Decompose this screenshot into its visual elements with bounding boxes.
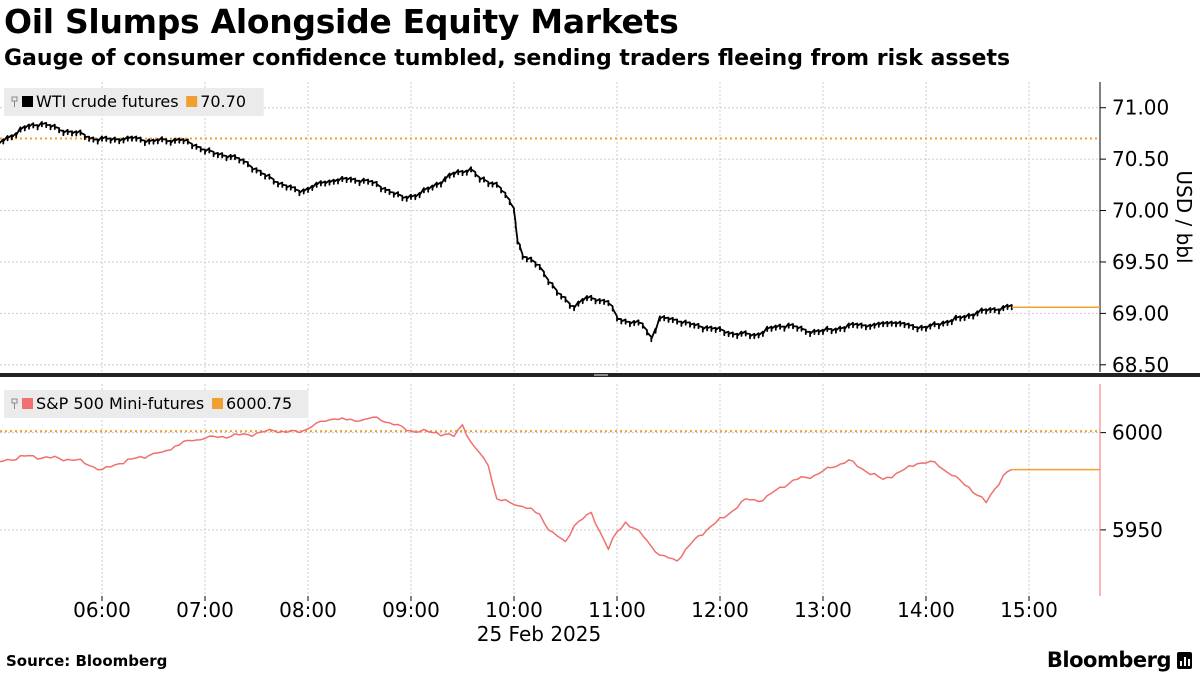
legend-last-label: 6000.75 — [226, 394, 292, 413]
legend-last-swatch — [186, 96, 198, 107]
legend-box — [4, 390, 309, 418]
y-tick-label: 5950 — [1112, 518, 1163, 542]
y-axis-title: USD / bbl — [1172, 170, 1196, 263]
legend-last-label: 70.70 — [200, 92, 246, 111]
bloomberg-chart-icon — [1177, 651, 1192, 669]
y-tick-label: 68.50 — [1112, 353, 1169, 377]
pin-icon — [11, 96, 18, 107]
panel-resize-handle — [594, 374, 608, 376]
x-tick-label: 12:00 — [691, 598, 749, 622]
brand-name: Bloomberg — [1046, 648, 1172, 672]
x-tick-label: 09:00 — [382, 598, 440, 622]
x-tick-label: 08:00 — [279, 598, 337, 622]
y-tick-label: 71.00 — [1112, 96, 1169, 120]
x-tick-label: 15:00 — [1000, 598, 1058, 622]
series-line — [0, 121, 1013, 343]
y-tick-label: 70.00 — [1112, 199, 1169, 223]
legend-box — [4, 88, 264, 116]
x-tick-label: 07:00 — [176, 598, 234, 622]
source-note: Source: Bloomberg — [6, 652, 168, 670]
legend-series-label: WTI crude futures — [36, 92, 179, 111]
x-date-label: 25 Feb 2025 — [477, 622, 601, 646]
chart-subtitle: Gauge of consumer confidence tumbled, se… — [4, 46, 1011, 71]
x-tick-label: 06:00 — [73, 598, 131, 622]
chart-title: Oil Slumps Alongside Equity Markets — [4, 2, 679, 41]
x-tick-label: 11:00 — [588, 598, 646, 622]
y-tick-label: 70.50 — [1112, 147, 1169, 171]
x-tick-label: 10:00 — [485, 598, 543, 622]
legend-series-swatch — [22, 398, 33, 409]
legend-last-swatch — [212, 398, 223, 409]
x-tick-label: 13:00 — [794, 598, 852, 622]
pin-icon — [11, 398, 18, 409]
legend-series-swatch — [22, 96, 33, 107]
y-tick-label: 69.50 — [1112, 250, 1169, 274]
legend-series-label: S&P 500 Mini-futures — [36, 394, 204, 413]
x-tick-label: 14:00 — [897, 598, 955, 622]
series-line — [0, 416, 1013, 562]
y-tick-label: 6000 — [1112, 421, 1163, 445]
y-tick-label: 69.00 — [1112, 301, 1169, 325]
brand-logo: Bloomberg — [1047, 648, 1192, 672]
